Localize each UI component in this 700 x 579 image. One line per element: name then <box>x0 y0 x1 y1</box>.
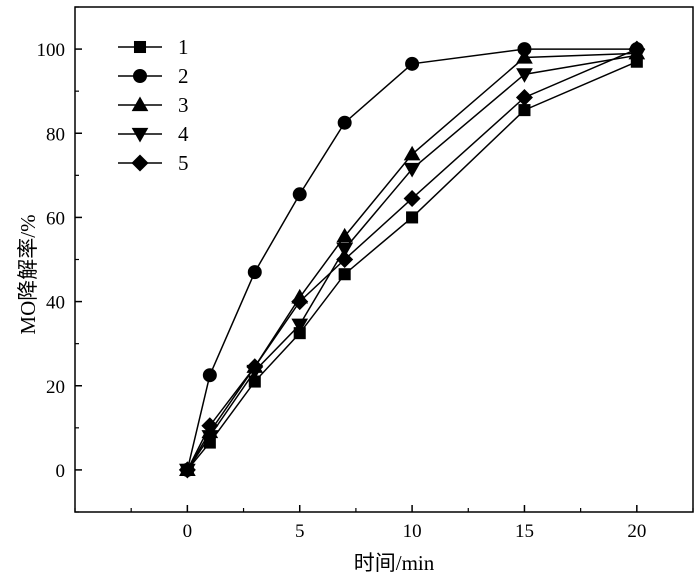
data-point <box>178 461 196 479</box>
data-point <box>201 417 219 435</box>
data-point <box>202 368 217 383</box>
x-tick-label: 5 <box>295 521 305 542</box>
series-2 <box>180 42 644 477</box>
data-point <box>292 187 307 202</box>
legend-item-3: 3 <box>118 93 189 117</box>
legend-marker <box>133 40 147 54</box>
data-point <box>628 40 646 58</box>
y-tick-label: 100 <box>37 40 66 61</box>
data-point <box>515 88 533 106</box>
legend-item-4: 4 <box>118 122 189 146</box>
legend-item-5: 5 <box>118 151 189 175</box>
legend-label: 1 <box>178 35 189 59</box>
legend-label: 3 <box>178 93 189 117</box>
legend-item-1: 1 <box>118 35 189 59</box>
legend-label: 2 <box>178 64 189 88</box>
legend-label: 5 <box>178 151 189 175</box>
legend-label: 4 <box>178 122 189 146</box>
series-line <box>186 48 638 471</box>
data-point <box>403 189 421 207</box>
data-point <box>291 318 309 334</box>
y-tick-label: 60 <box>46 208 65 229</box>
legend-marker <box>133 69 147 83</box>
x-tick-label: 10 <box>403 521 422 542</box>
data-point <box>336 242 354 258</box>
data-point <box>405 56 420 71</box>
series-3 <box>179 44 646 477</box>
plot-frame <box>74 6 694 513</box>
legend-marker <box>131 127 149 143</box>
series-line <box>186 54 637 471</box>
legend-marker <box>131 96 149 112</box>
series-4 <box>179 49 646 479</box>
data-point <box>337 115 352 130</box>
data-point <box>403 162 421 178</box>
series-line <box>186 48 637 471</box>
x-axis-title: 时间/min <box>354 551 435 575</box>
data-point <box>403 145 421 161</box>
y-tick-label: 0 <box>56 461 66 482</box>
data-point <box>336 227 354 243</box>
data-point <box>336 250 354 269</box>
data-point <box>291 293 309 311</box>
legend-item-2: 2 <box>118 64 189 88</box>
legend-marker <box>131 154 149 172</box>
x-tick-label: 15 <box>515 521 534 542</box>
x-tick-label: 0 <box>183 521 193 542</box>
x-tick-label: 20 <box>627 521 646 542</box>
data-point <box>247 265 262 280</box>
y-axis-title: MO降解率/% <box>16 214 40 334</box>
data-point <box>406 211 419 224</box>
data-point <box>516 49 533 64</box>
data-point <box>518 104 531 117</box>
y-tick-label: 80 <box>46 124 65 145</box>
data-point <box>246 358 264 376</box>
y-tick-label: 40 <box>46 293 65 314</box>
data-point <box>516 68 533 83</box>
legend: 1 2 3 4 5 <box>118 35 189 175</box>
series-1 <box>181 55 643 476</box>
series-line <box>186 52 637 471</box>
y-tick-label: 20 <box>46 377 65 398</box>
series-5 <box>178 40 646 479</box>
data-point <box>338 268 351 281</box>
series-line <box>186 61 638 471</box>
